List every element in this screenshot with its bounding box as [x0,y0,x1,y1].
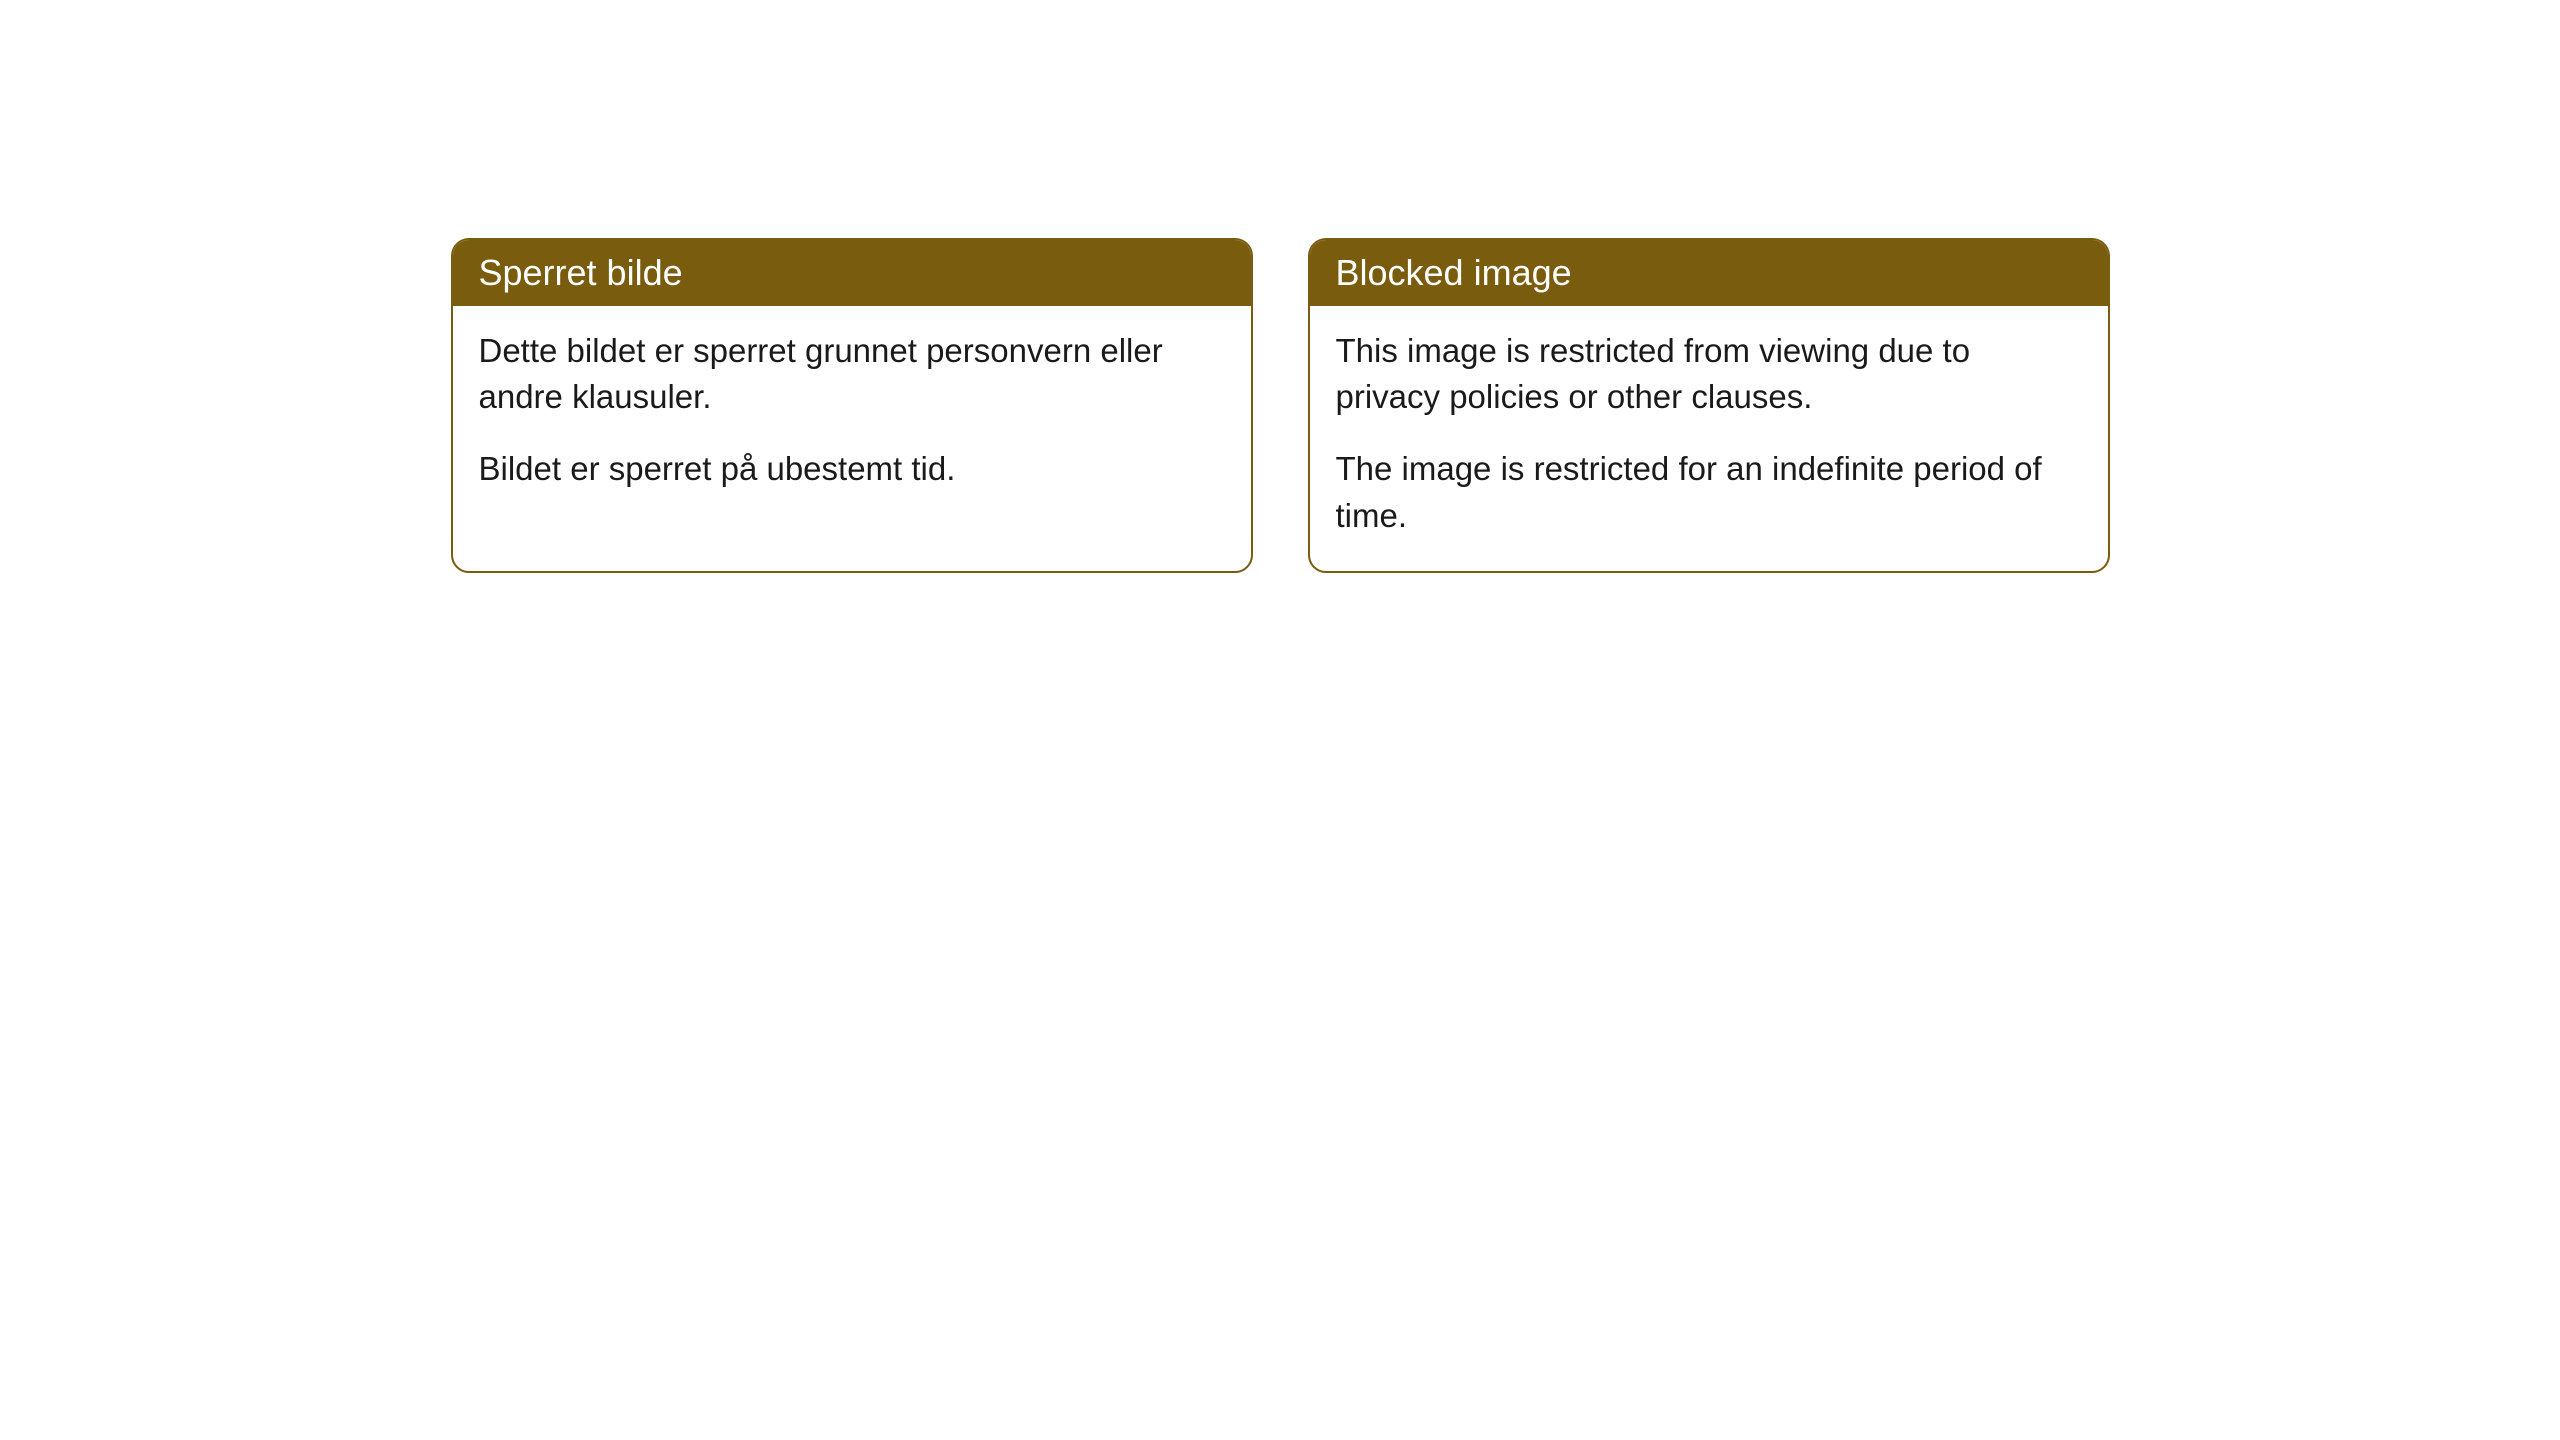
card-body-no: Dette bildet er sperret grunnet personve… [453,306,1251,525]
card-paragraph-1-no: Dette bildet er sperret grunnet personve… [479,328,1225,420]
blocked-image-card-en: Blocked image This image is restricted f… [1308,238,2110,573]
blocked-image-card-no: Sperret bilde Dette bildet er sperret gr… [451,238,1253,573]
card-paragraph-1-en: This image is restricted from viewing du… [1336,328,2082,420]
card-title-en: Blocked image [1336,252,1572,293]
card-title-no: Sperret bilde [479,252,683,293]
card-body-en: This image is restricted from viewing du… [1310,306,2108,571]
card-header-no: Sperret bilde [453,240,1251,306]
card-paragraph-2-en: The image is restricted for an indefinit… [1336,446,2082,538]
card-paragraph-2-no: Bildet er sperret på ubestemt tid. [479,446,1225,492]
notice-cards-container: Sperret bilde Dette bildet er sperret gr… [451,238,2110,573]
card-header-en: Blocked image [1310,240,2108,306]
